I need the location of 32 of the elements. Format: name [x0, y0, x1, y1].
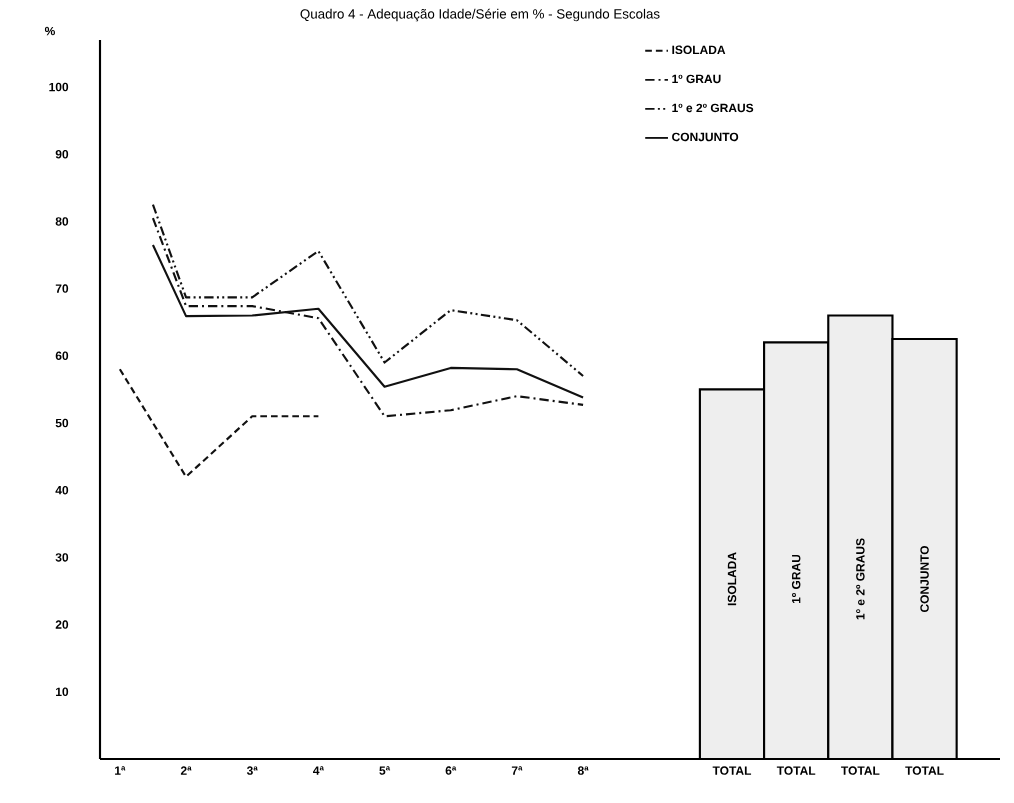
y-axis-title: %: [44, 26, 55, 36]
x-tick-label: 1ª: [115, 766, 126, 775]
annotation: 1º GRAU: [791, 554, 801, 604]
legend-label: 1º GRAU: [672, 74, 721, 84]
y-tick-label: 50: [55, 418, 69, 428]
x-tick-label: 2ª: [180, 766, 192, 775]
x-tick-label: 4ª: [313, 766, 324, 775]
x-tick-label: TOTAL: [712, 766, 752, 775]
y-tick-label: 70: [55, 284, 69, 293]
x-tick-label: TOTAL: [905, 766, 944, 775]
y-tick-label: 90: [55, 149, 69, 159]
x-tick-label: 5ª: [379, 766, 391, 775]
legend-label: ISOLADA: [672, 45, 726, 55]
y-tick-label: 20: [55, 620, 69, 629]
x-tick-label: 7ª: [511, 766, 523, 775]
y-tick-label: 60: [55, 351, 69, 361]
y-tick-label: 10: [56, 687, 69, 697]
annotation: CONJUNTO: [920, 545, 929, 613]
annotation: ISOLADA: [727, 552, 737, 606]
y-tick-label: 100: [49, 82, 69, 92]
x-tick-label: 3ª: [246, 766, 258, 775]
annotation: 1º e 2º GRAUS: [856, 538, 865, 620]
y-tick-label: 30: [55, 553, 69, 562]
chart-title: Quadro 4 - Adequação Idade/Série em % - Segundo Escolas: [300, 8, 660, 22]
x-tick-label: 8ª: [577, 766, 589, 775]
legend-label: CONJUNTO: [672, 132, 739, 142]
x-tick-label: TOTAL: [776, 766, 816, 775]
y-tick-label: 80: [55, 217, 69, 226]
y-tick-label: 40: [55, 485, 69, 495]
legend-label: 1º e 2º GRAUS: [672, 103, 754, 113]
x-tick-label: TOTAL: [841, 766, 880, 775]
x-tick-label: 6ª: [445, 766, 457, 775]
